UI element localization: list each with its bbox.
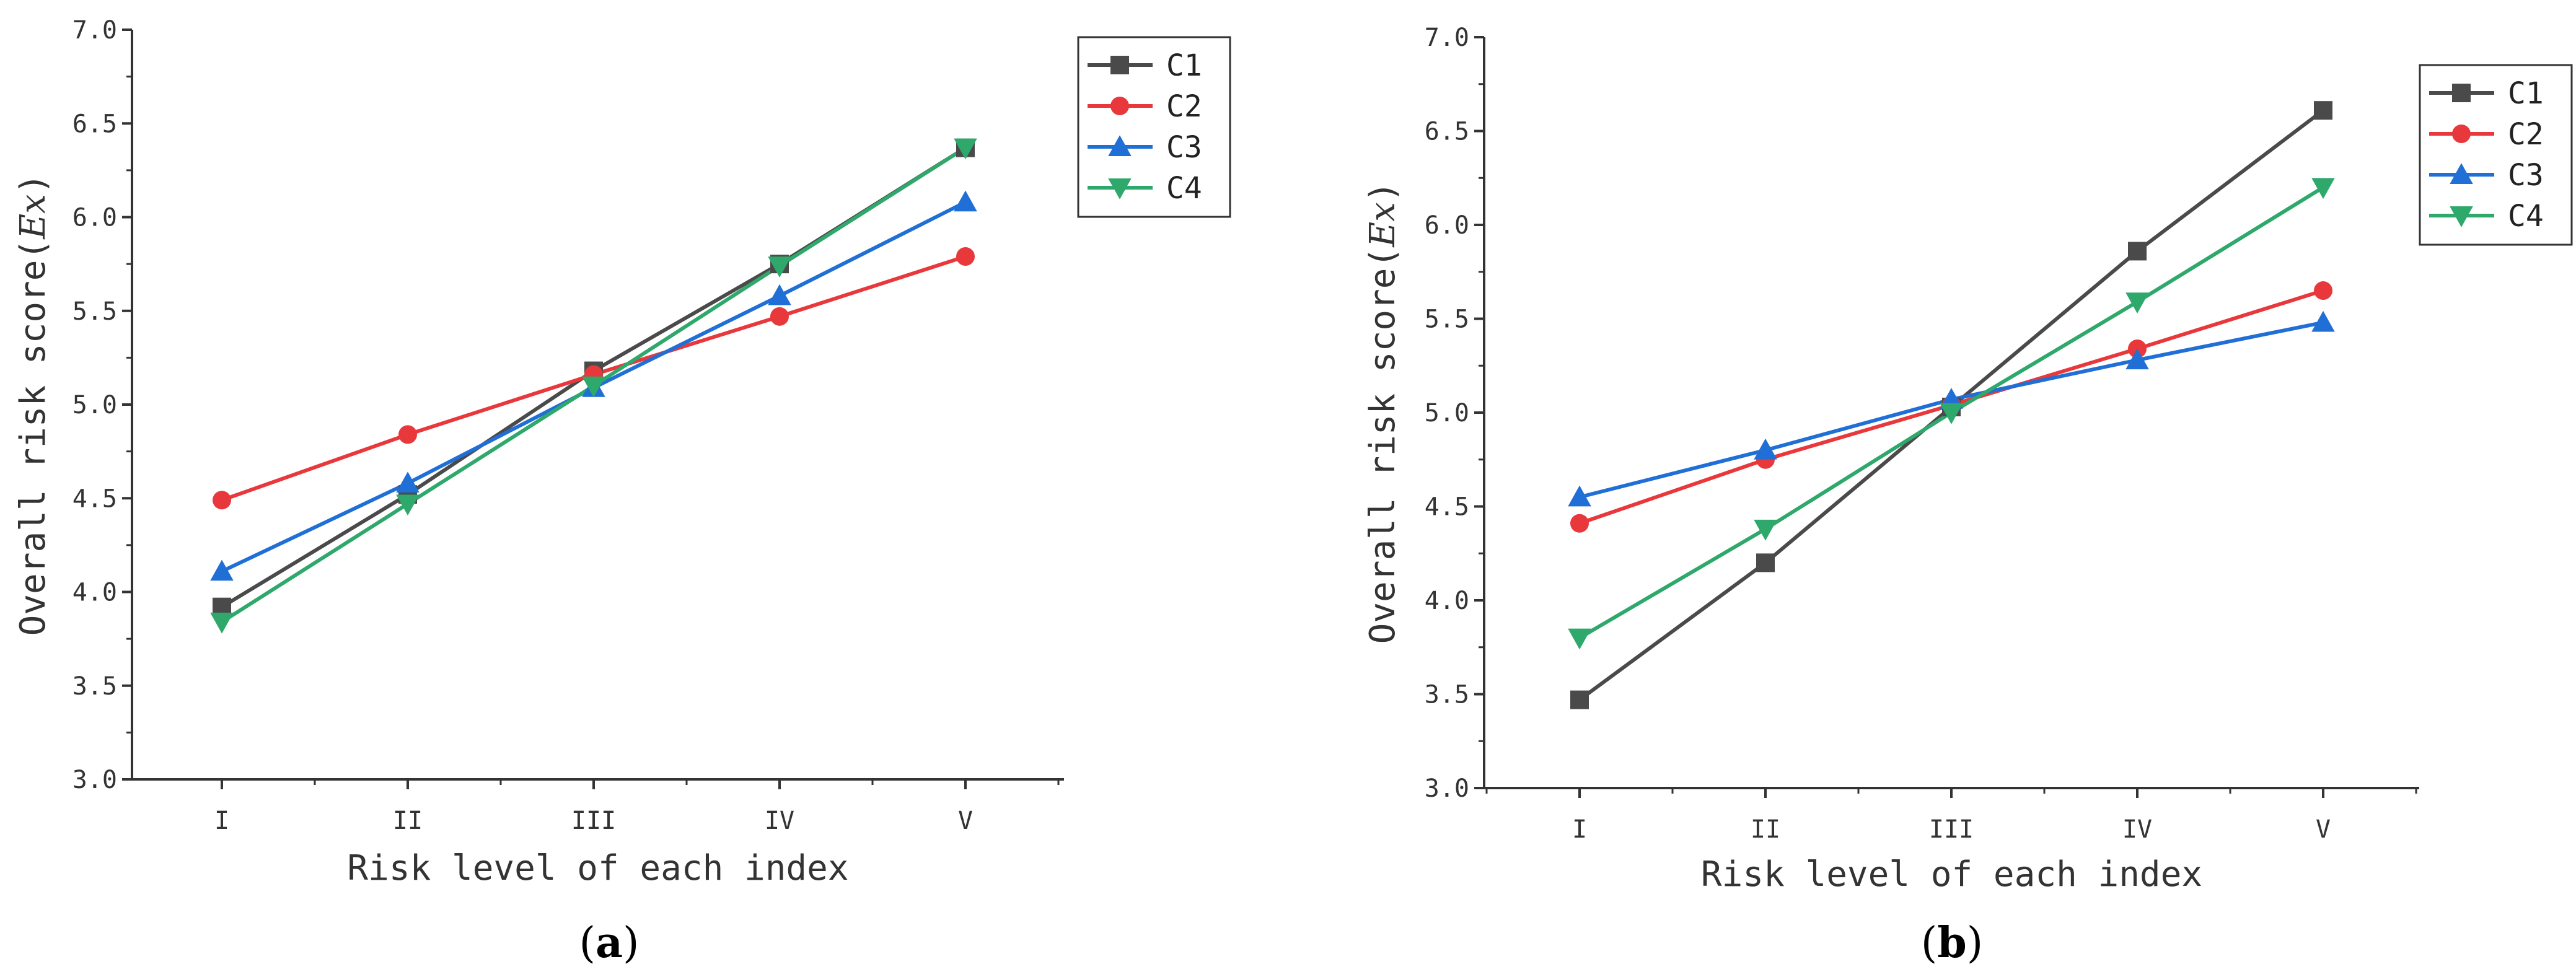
legend-label-c1: C1 (2508, 76, 2544, 111)
data-point-c4 (1568, 628, 1591, 650)
y-tick-label: 3.5 (73, 672, 117, 701)
x-tick-label: III (571, 807, 616, 835)
data-point-c2 (1570, 514, 1589, 533)
chart-panel: 3.03.54.04.55.05.56.06.57.0I II III IV VRisk… (1363, 24, 2573, 968)
data-point-c1 (2128, 242, 2147, 261)
data-point-c3 (2311, 310, 2335, 332)
legend-label-c2: C2 (2508, 117, 2544, 152)
y-tick-label: 3.0 (1425, 774, 1469, 803)
y-tick-label: 4.0 (1425, 587, 1469, 615)
legend-label-c4: C4 (2508, 199, 2544, 234)
data-point-c4 (2125, 292, 2149, 313)
legend-label-c1: C1 (1166, 48, 1202, 83)
y-tick-label: 4.0 (73, 579, 117, 607)
caption-open: ( (1921, 919, 1938, 968)
x-axis-title: Risk level of each index (347, 848, 848, 888)
y-tick-label: 6.5 (1425, 118, 1469, 146)
legend-marker-c4 (1108, 178, 1132, 199)
data-point-c3 (1754, 438, 1777, 460)
y-tick-label: 3.5 (1425, 681, 1469, 709)
caption-close: ) (1967, 919, 1984, 968)
data-point-c4 (1754, 519, 1777, 541)
legend-marker-c4 (2450, 206, 2473, 227)
data-point-c4 (210, 612, 234, 634)
legend: C1 C2 C3 C4 (1077, 36, 1231, 218)
x-axis-title: Risk level of each index (1701, 854, 2202, 895)
caption-open: ( (579, 919, 596, 968)
x-tick-label: I (1572, 815, 1587, 844)
x-tick-label: V (2316, 815, 2331, 844)
caption-letter: a (596, 918, 623, 968)
data-point-c1 (1570, 690, 1589, 709)
y-tick-label: 6.0 (73, 204, 117, 232)
y-tick-label: 6.5 (73, 110, 117, 138)
legend-label-c3: C3 (1166, 130, 1202, 165)
data-point-c4 (2311, 178, 2335, 199)
data-point-c3 (1568, 485, 1591, 507)
data-point-c3 (768, 284, 791, 305)
x-tick-label: IV (765, 807, 794, 835)
x-tick-label: IV (2122, 815, 2152, 844)
y-tick-label: 7.0 (73, 16, 117, 45)
data-point-c4 (396, 494, 420, 516)
panel-caption: (b) (1921, 918, 1984, 968)
y-tick-label: 5.5 (1425, 305, 1469, 334)
legend-marker-c2 (1110, 97, 1129, 115)
x-tick-label: III (1929, 815, 1974, 844)
y-tick-label: 5.0 (73, 391, 117, 419)
x-tick-label: I (214, 807, 229, 835)
data-point-c1 (2314, 101, 2332, 120)
y-axis-title-variable: Ex (1363, 202, 1403, 247)
y-axis-title-suffix: ) (13, 173, 53, 195)
y-axis-title-variable: Ex (13, 194, 53, 239)
legend-marker-c3 (2450, 163, 2473, 184)
x-tick-label: V (958, 807, 973, 835)
y-tick-label: 4.5 (73, 484, 117, 513)
y-tick-label: 5.0 (1425, 399, 1469, 427)
y-axis-title-prefix: Overall risk score( (1363, 247, 1403, 644)
data-point-c2 (956, 247, 975, 266)
y-tick-label: 4.5 (1425, 493, 1469, 522)
data-point-c4 (582, 376, 605, 398)
data-point-c3 (954, 190, 977, 212)
data-point-c4 (954, 138, 977, 160)
panel-caption: (a) (579, 918, 639, 968)
legend: C1 C2 C3 C4 (2419, 64, 2573, 246)
data-point-c2 (213, 491, 231, 510)
y-axis-title: Overall risk score(Ex) (13, 173, 53, 636)
y-tick-label: 7.0 (1425, 24, 1469, 52)
legend-marker-c2 (2452, 125, 2471, 143)
y-tick-label: 5.5 (73, 297, 117, 326)
y-axis-title: Overall risk score(Ex) (1363, 182, 1403, 644)
caption-close: ) (623, 919, 640, 968)
data-point-c2 (2314, 281, 2332, 300)
data-point-c4 (1940, 403, 1963, 424)
x-tick-label: II (393, 807, 423, 835)
chart-panel: 3.03.54.04.55.05.56.06.57.0I II III IV VRisk… (13, 16, 1231, 968)
data-point-c4 (768, 256, 791, 278)
data-point-c2 (770, 307, 789, 326)
legend-label-c3: C3 (2508, 158, 2544, 193)
x-tick-label: II (1751, 815, 1780, 844)
y-axis-title-suffix: ) (1363, 182, 1403, 203)
data-point-c3 (2125, 348, 2149, 370)
caption-letter: b (1937, 918, 1967, 968)
legend-marker-c3 (1108, 135, 1132, 156)
legend-marker-c1 (1110, 56, 1129, 74)
y-axis-title-prefix: Overall risk score( (13, 239, 53, 636)
legend-marker-c1 (2452, 84, 2471, 102)
data-point-c3 (210, 559, 234, 581)
data-point-c1 (1756, 553, 1775, 572)
legend-label-c2: C2 (1166, 89, 1202, 124)
data-point-c3 (396, 471, 420, 493)
y-tick-label: 6.0 (1425, 211, 1469, 240)
y-tick-label: 3.0 (73, 766, 117, 794)
legend-label-c4: C4 (1166, 171, 1202, 206)
data-point-c2 (398, 425, 417, 444)
